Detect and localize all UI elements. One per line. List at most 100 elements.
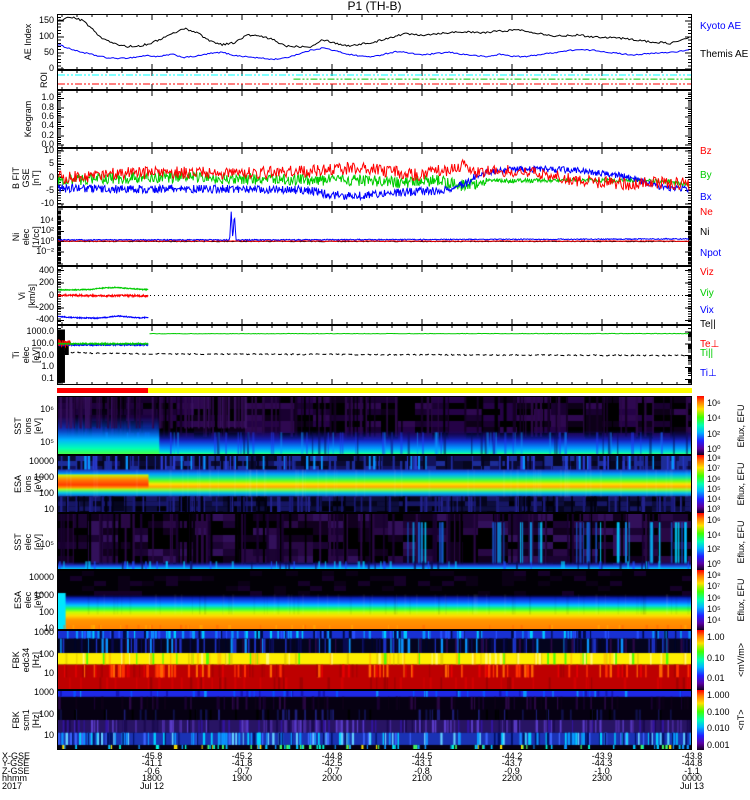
plot-roi: [58, 71, 691, 89]
legend-vix: Vix: [700, 305, 714, 316]
plot-ae: [58, 15, 691, 69]
colorbar-tick-label: 10⁸: [707, 453, 721, 464]
legend-te-: Te⊥: [700, 339, 720, 350]
colorbar-tick-label: 1.000: [707, 689, 730, 700]
plot-ni: [58, 208, 691, 265]
date-left-label: Jul 12: [139, 781, 165, 791]
ephemeris-value: -44.8: [321, 751, 343, 761]
legend-npot: Npot: [700, 248, 722, 259]
colorbar-tick-label: 0.100: [707, 706, 730, 717]
spectrogram-sst_elec: [58, 514, 691, 569]
colorbar-tick-label: 10⁶: [707, 398, 721, 409]
y-tick-label: 100: [38, 607, 54, 617]
ephemeris-value: -41.8: [231, 758, 253, 768]
colorbar-tick-label: 10⁷: [707, 581, 721, 592]
y-tick-label: 10000: [28, 455, 54, 466]
y-tick-label: 10⁴: [40, 214, 54, 225]
y-tick-label: 100: [38, 649, 54, 659]
y-tick-label: 150: [38, 14, 54, 25]
y-tick-label: -10: [40, 197, 54, 208]
panel-keogram: [57, 90, 692, 148]
y-tick-label: 10: [43, 730, 54, 740]
colorbar-tick-label: 10⁵: [707, 483, 721, 494]
legend-kyoto-ae: Kyoto AE: [700, 21, 742, 32]
y-tick-label: 0.8: [41, 101, 54, 112]
legend-bx: Bx: [700, 192, 712, 203]
legend-ti-: Ti⊥: [700, 368, 717, 379]
legend-ni: Ni: [700, 227, 710, 238]
y-tick-label: -5: [45, 184, 54, 195]
ephemeris-value: -44.2: [501, 751, 523, 761]
spectrogram-fbk2: [58, 691, 691, 749]
roi-bar-segment: [57, 388, 148, 393]
colorbar-tick-label: 10⁷: [707, 463, 721, 474]
ephemeris-value: -0.8: [414, 766, 430, 776]
page-title: P1 (TH-B): [347, 0, 402, 13]
y-tick-label: 1000: [33, 472, 54, 483]
panel-ni: [57, 207, 692, 266]
time-tick-label: 1900: [231, 773, 253, 783]
colorbar-unit-esa_elec: Eflux, EFU: [736, 578, 746, 622]
y-tick-label: 1.0: [41, 361, 54, 372]
panel-bfit: [57, 148, 692, 207]
ephemeris-row-label: X-GSE: [2, 751, 31, 761]
y-tick-label: 1000: [33, 627, 54, 638]
y-tick-label: 1.0: [41, 92, 54, 103]
ephemeris-value: -45.8: [141, 751, 163, 761]
panel-fbk2: [57, 690, 692, 750]
colorbar-tick-label: 10⁴: [707, 413, 721, 424]
panel-vi: [57, 266, 692, 325]
time-tick-label: 1800: [141, 773, 163, 783]
y-tick-label: 10: [43, 668, 54, 679]
y-tick-label: 0.0: [41, 139, 54, 150]
y-tick-label: 100: [38, 30, 54, 41]
y-tick-label: 0: [48, 171, 54, 182]
colorbar-sst_ions: [697, 396, 704, 455]
colorbar-tick-label: 0.010: [707, 723, 730, 734]
ephemeris-value: -0.7: [324, 766, 340, 776]
y-tick-label: 10⁵: [40, 539, 54, 550]
ephemeris-value: -43.7: [501, 758, 523, 768]
colorbar-tick-label: 10⁴: [707, 615, 721, 626]
colorbar-tick-label: 10³: [707, 503, 721, 514]
plot-ti: [58, 326, 691, 384]
y-tick-label: 10: [43, 503, 54, 514]
ephemeris-value: -0.7: [234, 766, 250, 776]
legend-viz: Viz: [700, 267, 714, 278]
legend-themis-ae: Themis AE: [700, 49, 749, 60]
colorbar-tick-label: 10²: [707, 428, 721, 439]
date-right-label: Jul 13: [679, 781, 705, 791]
y-tick-label: -400: [35, 314, 54, 325]
spectrogram-esa_ions: [58, 456, 691, 512]
colorbar-esa_ions: [697, 455, 704, 513]
ephemeris-value: -44.5: [411, 751, 433, 761]
colorbar-fbk2: [697, 690, 704, 750]
ephemeris-value: -44.3: [591, 758, 613, 768]
panel-roi: [57, 70, 692, 90]
y-tick-label: 0: [48, 289, 54, 300]
colorbar-tick-label: 10⁴: [707, 494, 721, 505]
y-tick-label: -200: [35, 301, 54, 312]
ephemeris-value: -42.5: [321, 758, 343, 768]
colorbar-unit-fbk2: <nT>: [736, 709, 746, 731]
y-tick-label: 10: [43, 145, 54, 156]
ephemeris-value: -0.9: [504, 766, 520, 776]
time-tick-label: 2200: [501, 773, 523, 783]
legend-bz: Bz: [700, 146, 712, 157]
colorbar-unit-sst_elec: Eflux, EFU: [736, 520, 746, 564]
y-tick-label: 50: [43, 46, 54, 57]
colorbar-tick-label: 10⁶: [707, 514, 721, 525]
spectrogram-esa_elec: [58, 571, 691, 629]
panel-sst_elec: [57, 513, 692, 570]
legend-ti-: Ti||: [700, 348, 714, 359]
legend-by: By: [700, 170, 712, 181]
colorbar-tick-label: 0.10: [707, 652, 725, 663]
legend-viy: Viy: [700, 288, 714, 299]
ephemeris-value: -44.8: [681, 758, 703, 768]
colorbar-esa_elec: [697, 570, 704, 630]
ephemeris-row-label: Y-GSE: [2, 758, 30, 768]
y-tick-label: 10: [43, 622, 54, 633]
colorbar-unit-fbk1: <mV/m>: [736, 643, 746, 678]
colorbar-tick-label: 10⁵: [707, 604, 721, 614]
y-tick-label: 5: [48, 158, 54, 169]
